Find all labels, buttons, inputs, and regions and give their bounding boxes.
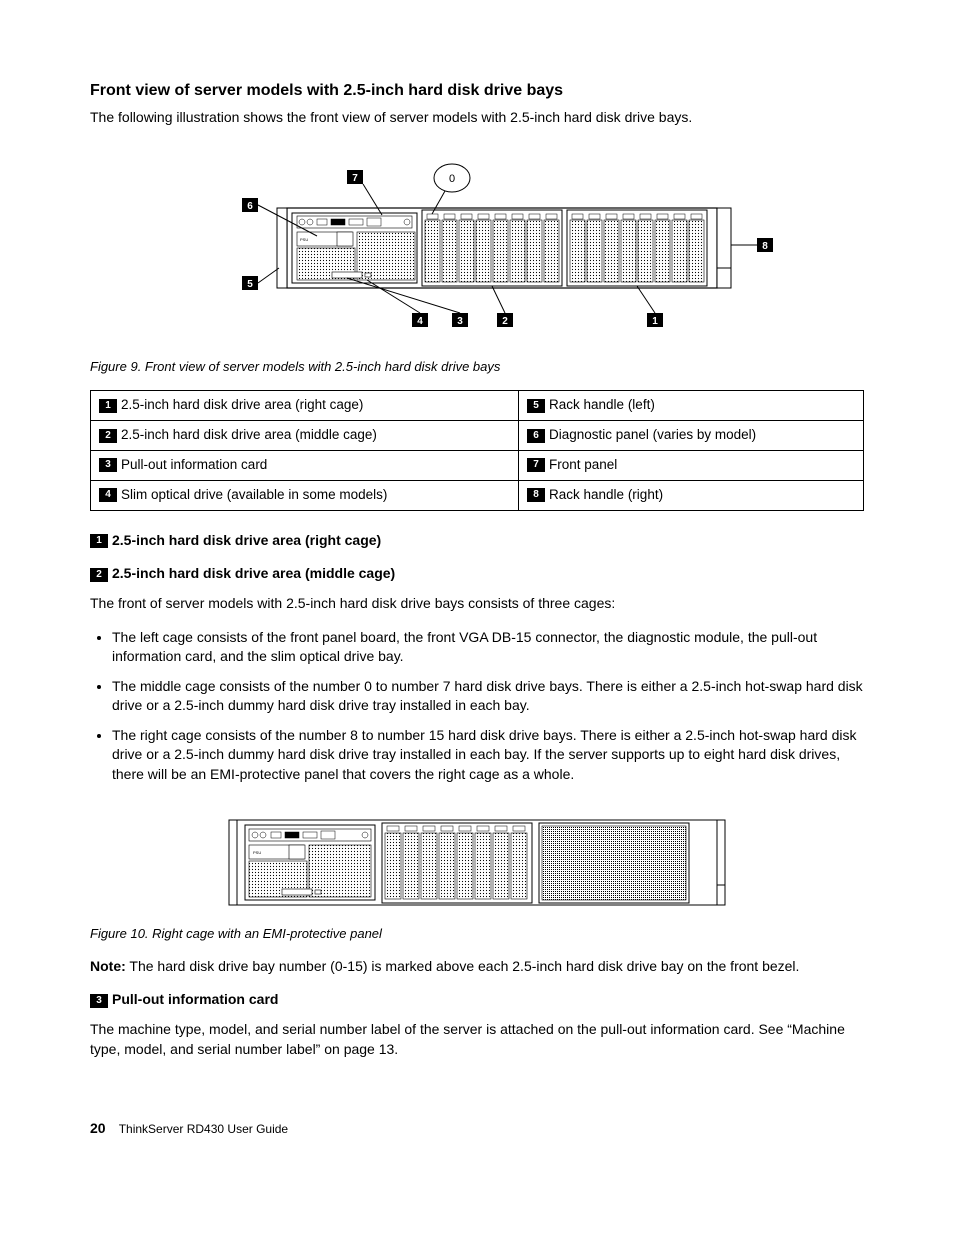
doc-title: ThinkServer RD430 User Guide (119, 1122, 288, 1136)
callout-zero: 0 (449, 173, 455, 185)
subheading-1: 1 2.5-inch hard disk drive area (right ca… (90, 531, 864, 551)
note-label: Note: (90, 958, 126, 974)
svg-text:1: 1 (652, 316, 658, 327)
subheading-text: 2.5-inch hard disk drive area (right cag… (112, 532, 381, 548)
svg-text:PSU: PSU (300, 237, 308, 242)
callout-text: Front panel (549, 457, 617, 472)
callout-text: Rack handle (right) (549, 487, 663, 502)
callout-text: Diagnostic panel (varies by model) (549, 427, 756, 442)
callout-text: Pull-out information card (121, 457, 267, 472)
svg-text:PSU: PSU (253, 850, 261, 855)
note-text: The hard disk drive bay number (0-15) is… (126, 958, 800, 974)
callout-num: 6 (527, 429, 545, 443)
figure-10-caption: Figure 10. Right cage with an EMI-protec… (90, 925, 864, 943)
page-footer: 20 ThinkServer RD430 User Guide (90, 1119, 864, 1139)
cages-bullet-list: The left cage consists of the front pane… (90, 628, 864, 785)
figure-9: PSU (90, 148, 864, 348)
list-item: The right cage consists of the number 8 … (112, 726, 864, 785)
callout-num: 2 (90, 568, 108, 582)
callout-num: 8 (527, 488, 545, 502)
cages-intro: The front of server models with 2.5-inch… (90, 594, 864, 614)
svg-text:2: 2 (502, 316, 508, 327)
subheading-2: 2 2.5-inch hard disk drive area (middle c… (90, 564, 864, 584)
list-item: The middle cage consists of the number 0… (112, 677, 864, 716)
callout-num: 4 (99, 488, 117, 502)
list-item: The left cage consists of the front pane… (112, 628, 864, 667)
callout-num: 7 (527, 458, 545, 472)
callout-text: Rack handle (left) (549, 397, 655, 412)
svg-text:4: 4 (417, 316, 423, 327)
sub3-paragraph: The machine type, model, and serial numb… (90, 1020, 864, 1059)
callout-text: Slim optical drive (available in some mo… (121, 487, 387, 502)
callout-num: 3 (99, 458, 117, 472)
svg-text:8: 8 (762, 241, 768, 252)
note-paragraph: Note: The hard disk drive bay number (0-… (90, 957, 864, 977)
subheading-text: Pull-out information card (112, 991, 278, 1007)
callout-num: 5 (527, 399, 545, 413)
callout-num: 3 (90, 994, 108, 1008)
figure-10: PSU (90, 805, 864, 915)
callout-num: 2 (99, 429, 117, 443)
page-number: 20 (90, 1120, 106, 1136)
svg-text:3: 3 (457, 316, 463, 327)
callout-num: 1 (99, 399, 117, 413)
svg-text:6: 6 (247, 201, 253, 212)
svg-text:7: 7 (352, 173, 358, 184)
callout-num: 1 (90, 534, 108, 548)
callout-text: 2.5-inch hard disk drive area (middle ca… (121, 427, 377, 442)
figure-9-caption: Figure 9. Front view of server models wi… (90, 358, 864, 376)
subheading-3: 3 Pull-out information card (90, 990, 864, 1010)
subheading-text: 2.5-inch hard disk drive area (middle ca… (112, 565, 395, 581)
callout-table: 1 2.5-inch hard disk drive area (right ca… (90, 390, 864, 511)
section-title: Front view of server models with 2.5-inc… (90, 80, 864, 102)
section-intro: The following illustration shows the fro… (90, 108, 864, 128)
svg-text:5: 5 (247, 279, 253, 290)
callout-text: 2.5-inch hard disk drive area (right cag… (121, 397, 363, 412)
